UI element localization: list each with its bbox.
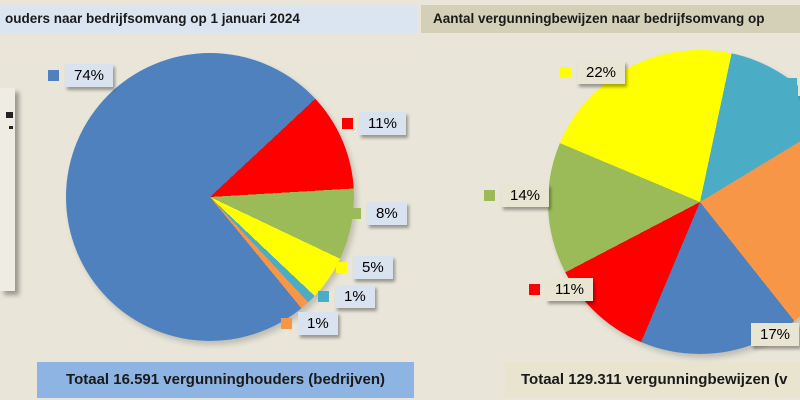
pct-label-5: 5% (336, 256, 393, 279)
legend-marker-square-teal (786, 77, 797, 89)
pct-label-74: 74% (48, 64, 114, 87)
pct-label-text: 11% (546, 278, 593, 301)
legend-marker-square-yellow (560, 67, 571, 78)
right-total-caption: Totaal 129.311 vergunningbewijzen (v (505, 362, 800, 398)
legend-marker-square-red (342, 118, 353, 129)
pct-label-text: 14% (501, 184, 550, 207)
pct-label-11: 11% (529, 278, 593, 301)
right-chart-title: Aantal vergunningbewijzen naar bedrijfso… (421, 5, 800, 33)
pct-label-1-teal: 1% (318, 285, 375, 308)
pct-label-text: 17% (751, 323, 800, 346)
pct-label-text (798, 70, 800, 96)
legend-marker-square-green (350, 208, 361, 219)
pct-label-8: 8% (350, 202, 407, 225)
pct-label-text: 1% (335, 285, 375, 308)
pct-label-14: 14% (484, 184, 550, 207)
legend-marker-square-red (529, 284, 540, 295)
legend-marker-square-blue (48, 70, 59, 81)
pct-label-22: 22% (560, 61, 626, 84)
pct-label-text: 8% (367, 202, 407, 225)
cutoff-legend-text-fragment (9, 126, 13, 129)
legend-marker-square-teal (318, 291, 329, 302)
pct-label-cutoff-teal (786, 70, 800, 96)
pct-label-text: 22% (577, 61, 626, 84)
cutoff-legend-box (0, 88, 15, 291)
right-pie-chart (548, 50, 800, 354)
pct-label-11: 11% (342, 112, 406, 135)
cutoff-legend-text-fragment (6, 112, 13, 118)
pct-label-1-orange: 1% (281, 312, 338, 335)
pct-label-text: 1% (298, 312, 338, 335)
legend-marker-square-blue (734, 329, 745, 340)
pct-label-text: 11% (359, 112, 406, 135)
legend-marker-square-orange (281, 318, 292, 329)
legend-marker-square-green (484, 190, 495, 201)
left-chart-title: ouders naar bedrijfsomvang op 1 januari … (0, 5, 417, 33)
left-total-caption: Totaal 16.591 vergunninghouders (bedrijv… (37, 362, 414, 398)
pct-label-text: 74% (65, 64, 114, 87)
pct-label-text: 5% (353, 256, 393, 279)
legend-marker-square-yellow (336, 262, 347, 273)
pct-label-17: 17% (734, 323, 800, 346)
left-pie-chart (66, 53, 354, 341)
